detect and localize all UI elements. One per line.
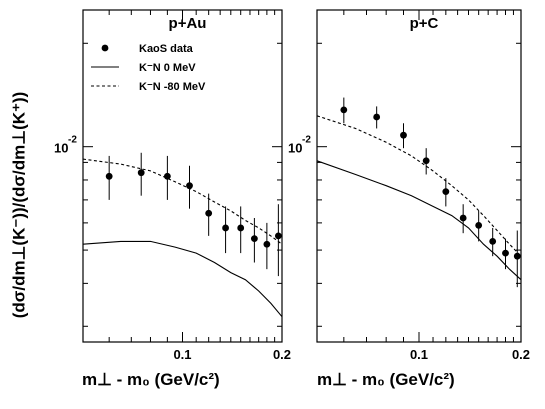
y-tick-label-exp: -2 bbox=[68, 135, 77, 146]
data-point bbox=[340, 106, 348, 114]
data-point bbox=[250, 235, 258, 243]
data-point bbox=[263, 240, 271, 248]
data-point bbox=[163, 172, 171, 180]
data-point bbox=[222, 224, 229, 232]
data-point bbox=[400, 131, 407, 139]
y-tick-label-base: 10 bbox=[288, 141, 302, 156]
data-point bbox=[274, 232, 282, 240]
data-point bbox=[137, 169, 145, 177]
panel-1: 0.1 0.2 10-2 p+Au KaoS data K⁻N 0 MeV K⁻N -80 … bbox=[54, 9, 291, 362]
curve-solid bbox=[82, 240, 283, 318]
x-tick-label: 0.2 bbox=[273, 347, 291, 362]
panel-2: 0.1 0.2 10-2 p+C bbox=[288, 9, 530, 362]
curve-dashed bbox=[82, 158, 283, 245]
legend-label: K⁻N -80 MeV bbox=[139, 81, 206, 93]
legend: KaoS data K⁻N 0 MeV K⁻N -80 MeV bbox=[91, 43, 206, 93]
x-axis-label-left: m⊥ - m₀ (GeV/c²) bbox=[82, 370, 220, 389]
legend-marker bbox=[101, 44, 109, 52]
data-point bbox=[442, 188, 450, 196]
data-point bbox=[502, 249, 509, 257]
panel-title: p+Au bbox=[169, 15, 207, 32]
data-point bbox=[186, 182, 193, 190]
x-axis-label-right: m⊥ - m₀ (GeV/c²) bbox=[317, 370, 455, 389]
data-point bbox=[513, 252, 521, 260]
data-point bbox=[237, 224, 245, 232]
data-point bbox=[105, 172, 113, 180]
data-point bbox=[373, 113, 381, 121]
data-point bbox=[205, 209, 213, 217]
x-tick-label: 0.2 bbox=[512, 347, 530, 362]
y-tick-label-exp: -2 bbox=[302, 135, 311, 146]
curve-dashed bbox=[316, 115, 522, 257]
y-tick-label-base: 10 bbox=[54, 141, 68, 156]
x-tick-label: 0.1 bbox=[173, 347, 191, 362]
data-point bbox=[475, 221, 483, 229]
legend-label: KaoS data bbox=[139, 43, 194, 55]
curve-solid bbox=[316, 160, 522, 281]
plot-frame bbox=[82, 9, 283, 343]
panel-title: p+C bbox=[410, 15, 439, 32]
x-tick-label: 0.1 bbox=[410, 347, 428, 362]
data-point bbox=[459, 214, 467, 222]
legend-label: K⁻N 0 MeV bbox=[139, 62, 196, 74]
data-point bbox=[489, 237, 497, 245]
data-point bbox=[422, 157, 430, 165]
plot-frame bbox=[316, 9, 522, 343]
